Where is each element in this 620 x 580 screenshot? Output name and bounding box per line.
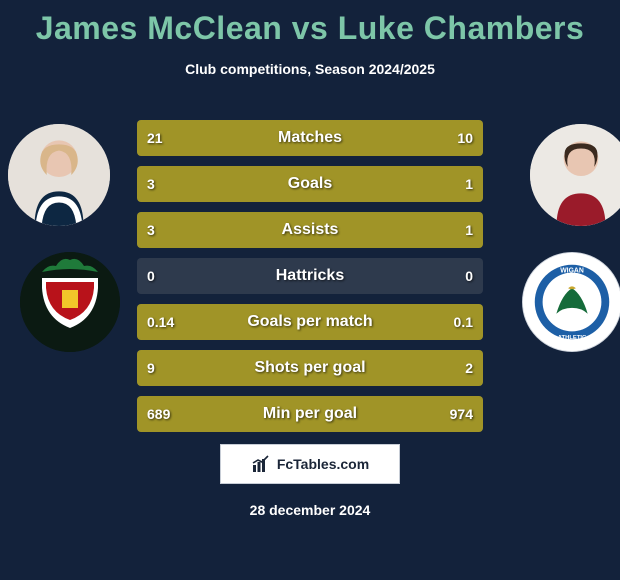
stat-label: Matches	[137, 120, 483, 156]
stat-value-right: 974	[450, 396, 473, 432]
stat-row: 0 Hattricks 0	[137, 258, 483, 294]
brand-logo-icon	[251, 454, 271, 474]
stat-label: Min per goal	[137, 396, 483, 432]
stat-label: Goals per match	[137, 304, 483, 340]
stat-value-right: 1	[465, 212, 473, 248]
stat-label: Shots per goal	[137, 350, 483, 386]
page-title: James McClean vs Luke Chambers	[0, 0, 620, 47]
club-left-crest	[20, 252, 120, 352]
player-right-avatar	[530, 124, 620, 226]
stat-value-right: 2	[465, 350, 473, 386]
stat-row: 3 Goals 1	[137, 166, 483, 202]
stat-value-right: 0.1	[454, 304, 473, 340]
subtitle: Club competitions, Season 2024/2025	[0, 61, 620, 77]
footer-date: 28 december 2024	[0, 502, 620, 518]
svg-text:WIGAN: WIGAN	[560, 268, 584, 275]
stat-value-right: 1	[465, 166, 473, 202]
stat-row: 21 Matches 10	[137, 120, 483, 156]
stat-row: 3 Assists 1	[137, 212, 483, 248]
avatar-placeholder-icon	[8, 124, 110, 226]
svg-text:ATHLETIC: ATHLETIC	[558, 335, 587, 341]
stats-container: 21 Matches 10 3 Goals 1 3 Assists 1 0 Ha…	[137, 120, 483, 442]
stat-value-right: 10	[457, 120, 473, 156]
stat-row: 9 Shots per goal 2	[137, 350, 483, 386]
stat-row: 689 Min per goal 974	[137, 396, 483, 432]
crest-icon: WIGAN ATHLETIC	[523, 253, 620, 351]
stat-row: 0.14 Goals per match 0.1	[137, 304, 483, 340]
brand-badge: FcTables.com	[220, 444, 400, 484]
stat-label: Goals	[137, 166, 483, 202]
stat-label: Assists	[137, 212, 483, 248]
club-right-crest: WIGAN ATHLETIC	[522, 252, 620, 352]
avatar-placeholder-icon	[530, 124, 620, 226]
stat-label: Hattricks	[137, 258, 483, 294]
brand-text: FcTables.com	[277, 456, 369, 472]
stat-value-right: 0	[465, 258, 473, 294]
crest-icon	[20, 252, 120, 352]
player-left-avatar	[8, 124, 110, 226]
